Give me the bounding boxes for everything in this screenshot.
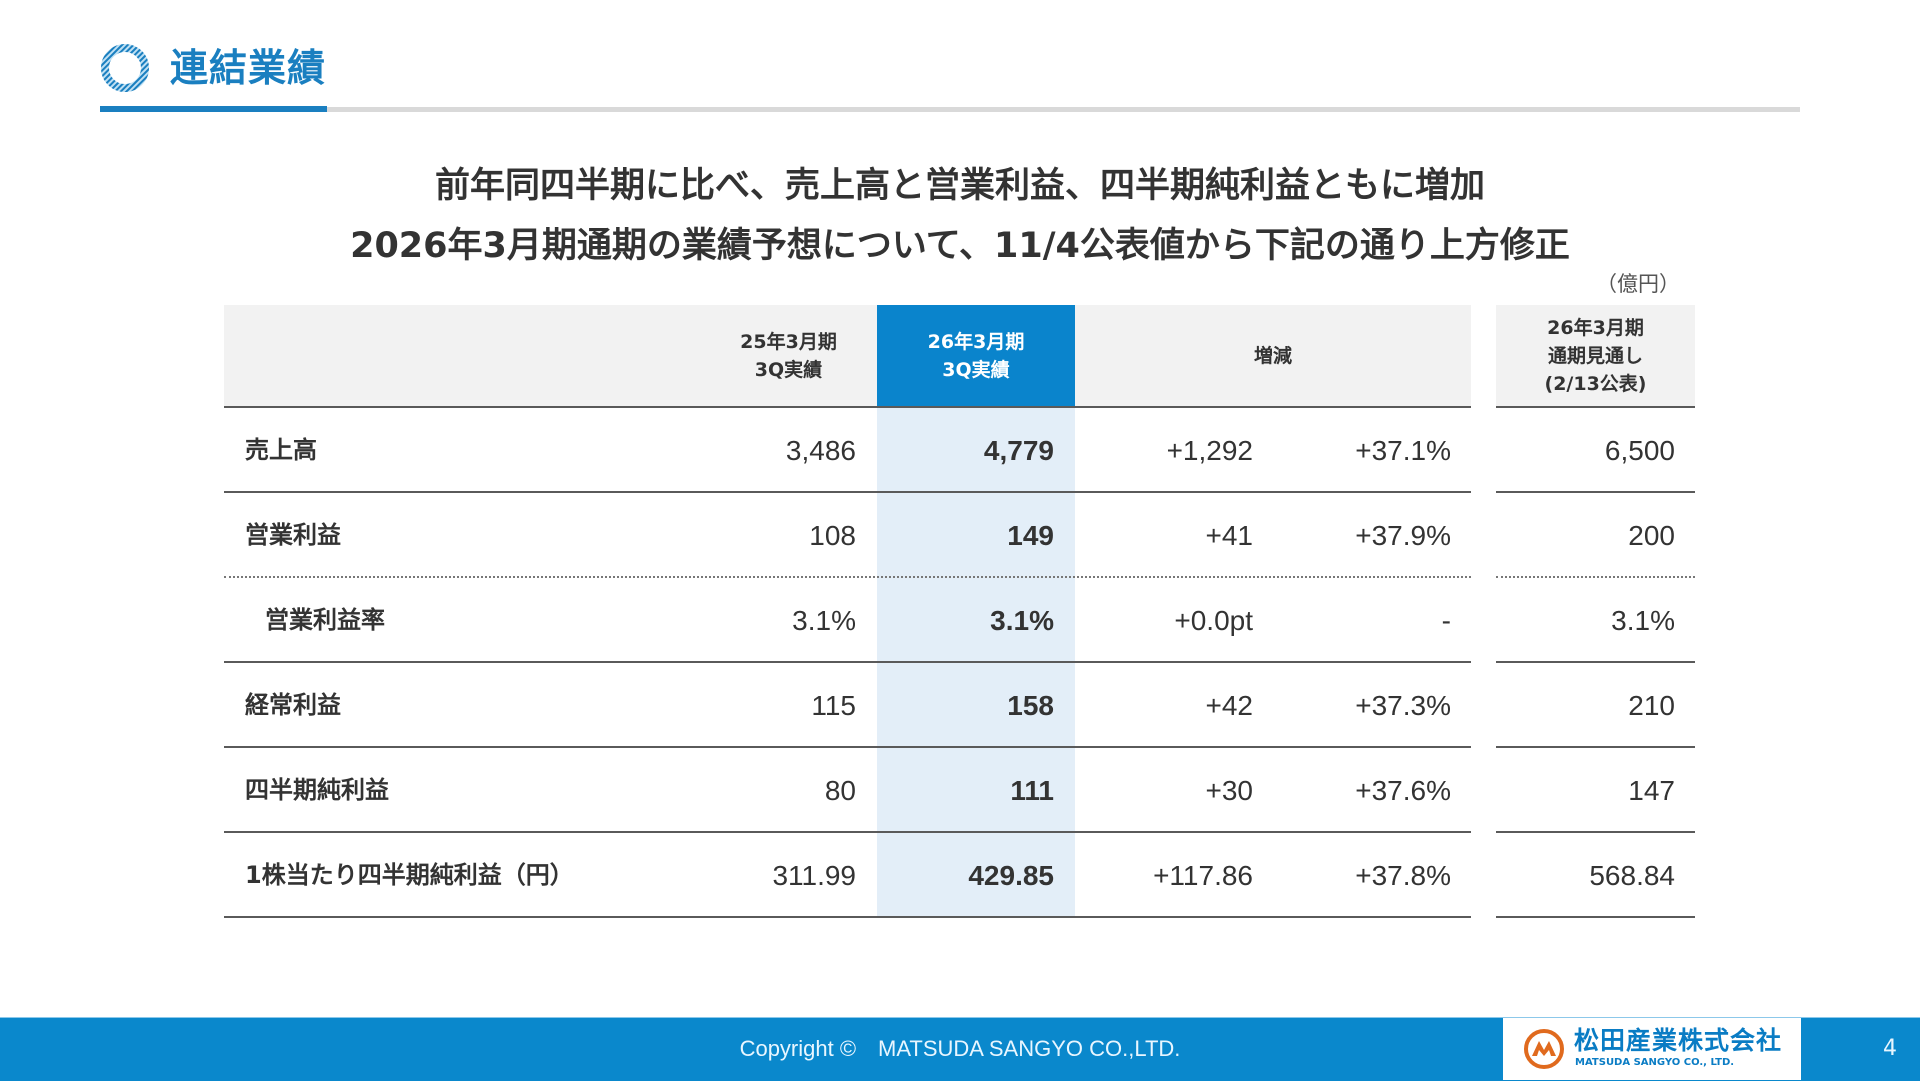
header-curr-line1: 26年3月期 (927, 331, 1025, 353)
cell-prev: 3,486 (785, 435, 856, 466)
row-label-quarterly-net-income: 四半期純利益 (245, 776, 389, 804)
table-rule (1496, 831, 1695, 833)
table-rule-dotted (1496, 576, 1695, 578)
header-forecast-line1: 26年3月期 (1547, 317, 1644, 339)
table-rule (224, 831, 1471, 833)
page-number: 4 (1883, 1036, 1897, 1061)
logo-company-name-jp: 松田産業株式会社 (1574, 1026, 1783, 1055)
header-change: 増減 (1253, 345, 1292, 367)
row-label-operating-profit: 営業利益 (245, 521, 341, 549)
cell-prev: 311.99 (772, 860, 856, 891)
headline-line-2: 2026年3月期通期の業績予想について、11/4公表値から下記の通り上方修正 (350, 226, 1570, 266)
cell-prev: 115 (811, 690, 856, 721)
table-rule (224, 746, 1471, 748)
cell-pct: +37.8% (1355, 860, 1451, 891)
header-forecast-line3: (2/13公表) (1544, 373, 1647, 395)
table-rule (224, 916, 1471, 918)
cell-diff: +117.86 (1153, 860, 1253, 891)
ring-icon (101, 44, 149, 92)
cell-curr: 158 (1007, 690, 1054, 721)
cell-forecast: 3.1% (1611, 605, 1675, 636)
table-rule (1496, 491, 1695, 493)
row-label-operating-margin: 営業利益率 (265, 606, 385, 634)
cell-forecast: 210 (1628, 690, 1675, 721)
table-rule (224, 661, 1471, 663)
cell-diff: +1,292 (1166, 435, 1253, 466)
cell-forecast: 6,500 (1604, 435, 1675, 466)
unit-label: （億円） (1596, 272, 1680, 296)
cell-pct: - (1441, 605, 1451, 636)
forecast-header-bg (1496, 305, 1695, 407)
cell-diff: +0.0pt (1174, 605, 1253, 636)
cell-curr: 149 (1007, 520, 1054, 551)
header-curr-period: 26年3月期 3Q実績 (877, 305, 1075, 407)
table-header-bg (224, 305, 1471, 407)
cell-curr: 111 (1010, 775, 1054, 806)
headline-line-1: 前年同四半期に比べ、売上高と営業利益、四半期純利益ともに増加 (434, 166, 1485, 206)
cell-diff: +30 (1205, 775, 1254, 806)
row-label-ordinary-profit: 経常利益 (245, 691, 341, 719)
title-underline (100, 107, 1800, 112)
table-rule (1496, 916, 1695, 918)
cell-diff: +41 (1205, 520, 1254, 551)
title-underline-accent (100, 106, 327, 112)
table-rule-dotted (224, 576, 1471, 578)
cell-prev: 3.1% (792, 605, 856, 636)
header-curr-line2: 3Q実績 (942, 359, 1010, 381)
page-title: 連結業績 (170, 46, 327, 90)
cell-pct: +37.9% (1355, 520, 1451, 551)
table-rule (1496, 661, 1695, 663)
cell-diff: +42 (1205, 690, 1254, 721)
header-prev-line2: 3Q実績 (754, 359, 823, 381)
cell-curr: 4,779 (983, 435, 1054, 466)
cell-forecast: 200 (1628, 520, 1675, 551)
table-rule (1496, 746, 1695, 748)
row-label-net-sales: 売上高 (245, 436, 317, 464)
header-forecast: 26年3月期 通期見通し (2/13公表) (1496, 305, 1695, 407)
cell-pct: +37.6% (1355, 775, 1451, 806)
cell-prev: 80 (824, 775, 856, 806)
table-rule (224, 406, 1471, 408)
copyright-text: Copyright © MATSUDA SANGYO CO.,LTD. (739, 1036, 1181, 1061)
logo-company-name-en: MATSUDA SANGYO CO., LTD. (1575, 1057, 1735, 1068)
cell-forecast: 568.84 (1589, 860, 1675, 891)
cell-curr: 3.1% (990, 605, 1054, 636)
cell-forecast: 147 (1628, 775, 1675, 806)
cell-prev: 108 (809, 520, 856, 551)
header-prev-line1: 25年3月期 (740, 331, 837, 353)
header-forecast-line2: 通期見通し (1547, 345, 1643, 367)
company-logo-mark-icon (1524, 1029, 1564, 1069)
table-rule (224, 491, 1471, 493)
cell-pct: +37.3% (1355, 690, 1451, 721)
row-label-eps: 1株当たり四半期純利益（円） (245, 861, 574, 889)
cell-pct: +37.1% (1355, 435, 1451, 466)
cell-curr: 429.85 (968, 860, 1054, 891)
current-period-header-bg (877, 305, 1075, 407)
table-rule (1496, 406, 1695, 408)
header-prev-period: 25年3月期 3Q実績 (700, 305, 877, 407)
